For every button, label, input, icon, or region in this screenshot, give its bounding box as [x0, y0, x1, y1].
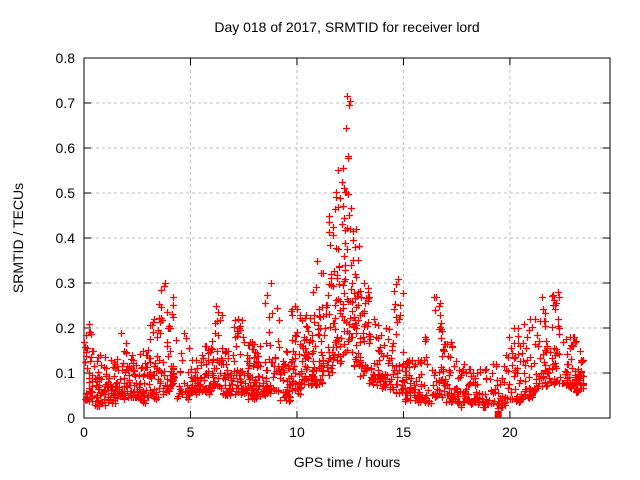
y-tick-label: 0.7 [56, 95, 76, 111]
x-tick-label: 5 [187, 424, 195, 440]
y-tick-label: 0.4 [56, 230, 76, 246]
x-tick-label: 0 [80, 424, 88, 440]
y-tick-label: 0.6 [56, 140, 76, 156]
y-tick-label: 0.1 [56, 365, 76, 381]
x-tick-label: 20 [502, 424, 518, 440]
y-tick-label: 0.2 [56, 320, 76, 336]
y-tick-label: 0.3 [56, 275, 76, 291]
grid-lines [84, 58, 610, 418]
plot-border [83, 57, 611, 419]
x-tick-label: 15 [396, 424, 412, 440]
x-tick-label: 10 [289, 424, 305, 440]
outlier-square-marker [494, 410, 502, 418]
y-tick-label: 0.8 [56, 50, 76, 66]
x-axis-title: GPS time / hours [293, 454, 401, 470]
y-tick-label: 0.5 [56, 185, 76, 201]
chart-title: Day 018 of 2017, SRMTID for receiver lor… [214, 19, 480, 35]
y-tick-label: 0 [67, 410, 75, 426]
scatter-points [81, 93, 587, 412]
